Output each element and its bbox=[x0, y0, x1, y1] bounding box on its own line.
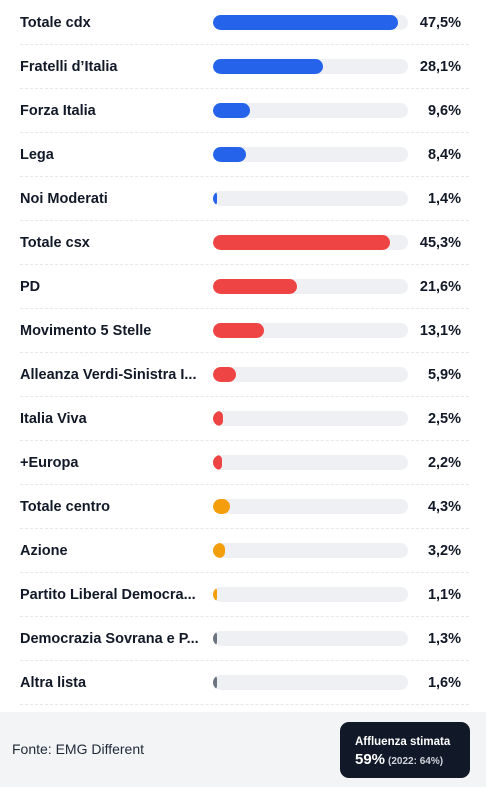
value-label: 9,6% bbox=[427, 103, 461, 119]
value-label: 2,5% bbox=[427, 411, 461, 427]
result-row: Azione 3,2% bbox=[20, 529, 469, 573]
source-note: Fonte: EMG Different bbox=[12, 741, 145, 757]
bar-fill bbox=[213, 235, 390, 250]
bar-fill bbox=[213, 631, 217, 646]
result-row: Italia Viva 2,5% bbox=[20, 397, 469, 441]
value-label: 1,4% bbox=[427, 191, 461, 207]
result-row: Alleanza Verdi-Sinistra I... 5,9% bbox=[20, 353, 469, 397]
value-label: 5,9% bbox=[427, 367, 461, 383]
bar-track bbox=[213, 279, 408, 294]
bar-fill bbox=[213, 59, 323, 74]
bar-track bbox=[213, 367, 408, 382]
value-label: 8,4% bbox=[427, 147, 461, 163]
party-label: Forza Italia bbox=[20, 103, 96, 119]
value-label: 2,2% bbox=[427, 455, 461, 471]
party-label: Fratelli d’Italia bbox=[20, 59, 118, 75]
party-label: Democrazia Sovrana e P... bbox=[20, 631, 199, 647]
value-label: 28,1% bbox=[419, 59, 461, 75]
bar-track bbox=[213, 455, 408, 470]
bar-track bbox=[213, 411, 408, 426]
bar-fill bbox=[213, 499, 230, 514]
bar-fill bbox=[213, 279, 298, 294]
party-label: Noi Moderati bbox=[20, 191, 108, 207]
result-row: Totale centro 4,3% bbox=[20, 485, 469, 529]
party-label: Alleanza Verdi-Sinistra I... bbox=[20, 367, 197, 383]
bar-fill bbox=[213, 147, 246, 162]
result-row: PD 21,6% bbox=[20, 265, 469, 309]
result-row: Democrazia Sovrana e P... 1,3% bbox=[20, 617, 469, 661]
result-row: Lega 8,4% bbox=[20, 133, 469, 177]
party-label: Movimento 5 Stelle bbox=[20, 323, 152, 339]
party-label: Totale cdx bbox=[20, 15, 91, 31]
bar-track bbox=[213, 147, 408, 162]
bar-track bbox=[213, 103, 408, 118]
result-row: Noi Moderati 1,4% bbox=[20, 177, 469, 221]
bar-fill bbox=[213, 411, 223, 426]
value-label: 1,3% bbox=[427, 631, 461, 647]
bar-track bbox=[213, 235, 408, 250]
value-label: 1,1% bbox=[427, 587, 461, 603]
bar-fill bbox=[213, 455, 222, 470]
party-label: Lega bbox=[20, 147, 54, 163]
bar-track bbox=[213, 191, 408, 206]
party-label: +Europa bbox=[20, 455, 79, 471]
party-label: Italia Viva bbox=[20, 411, 87, 427]
party-label: Partito Liberal Democra... bbox=[20, 587, 196, 603]
turnout-value: 59% bbox=[355, 751, 386, 768]
result-row: Totale cdx 47,5% bbox=[20, 1, 469, 45]
value-label: 47,5% bbox=[419, 15, 461, 31]
bar-track bbox=[213, 323, 408, 338]
party-label: Azione bbox=[20, 543, 68, 559]
bar-fill bbox=[213, 543, 226, 558]
bar-fill bbox=[213, 323, 265, 338]
result-row: Forza Italia 9,6% bbox=[20, 89, 469, 133]
party-label: Altra lista bbox=[20, 675, 87, 691]
bar-fill bbox=[213, 367, 236, 382]
value-label: 1,6% bbox=[427, 675, 461, 691]
chart-footer: Fonte: EMG Different Affluenza stimata 5… bbox=[0, 712, 486, 787]
result-row: Partito Liberal Democra... 1,1% bbox=[20, 573, 469, 617]
value-label: 4,3% bbox=[427, 499, 461, 515]
bar-track bbox=[213, 15, 408, 30]
bar-track bbox=[213, 543, 408, 558]
party-label: Totale csx bbox=[20, 235, 90, 251]
value-label: 13,1% bbox=[419, 323, 461, 339]
result-row: Totale csx 45,3% bbox=[20, 221, 469, 265]
party-label: Totale centro bbox=[20, 499, 110, 515]
result-row: +Europa 2,2% bbox=[20, 441, 469, 485]
result-row: Altra lista 1,6% bbox=[20, 661, 469, 705]
bar-track bbox=[213, 587, 408, 602]
bar-track bbox=[213, 675, 408, 690]
turnout-badge: Affluenza stimata 59% (2022: 64%) bbox=[340, 722, 470, 778]
bar-track bbox=[213, 631, 408, 646]
bar-track bbox=[213, 59, 408, 74]
bar-track bbox=[213, 499, 408, 514]
turnout-title: Affluenza stimata bbox=[355, 736, 451, 748]
party-label: PD bbox=[20, 279, 41, 295]
bar-fill bbox=[213, 191, 217, 206]
bar-fill bbox=[213, 15, 399, 30]
value-label: 3,2% bbox=[427, 543, 461, 559]
turnout-previous: (2022: 64%) bbox=[388, 756, 444, 767]
value-label: 21,6% bbox=[419, 279, 461, 295]
bar-fill bbox=[213, 587, 217, 602]
result-row: Fratelli d’Italia 28,1% bbox=[20, 45, 469, 89]
value-label: 45,3% bbox=[419, 235, 461, 251]
bar-fill bbox=[213, 675, 217, 690]
result-row: Movimento 5 Stelle 13,1% bbox=[20, 309, 469, 353]
bar-fill bbox=[213, 103, 251, 118]
